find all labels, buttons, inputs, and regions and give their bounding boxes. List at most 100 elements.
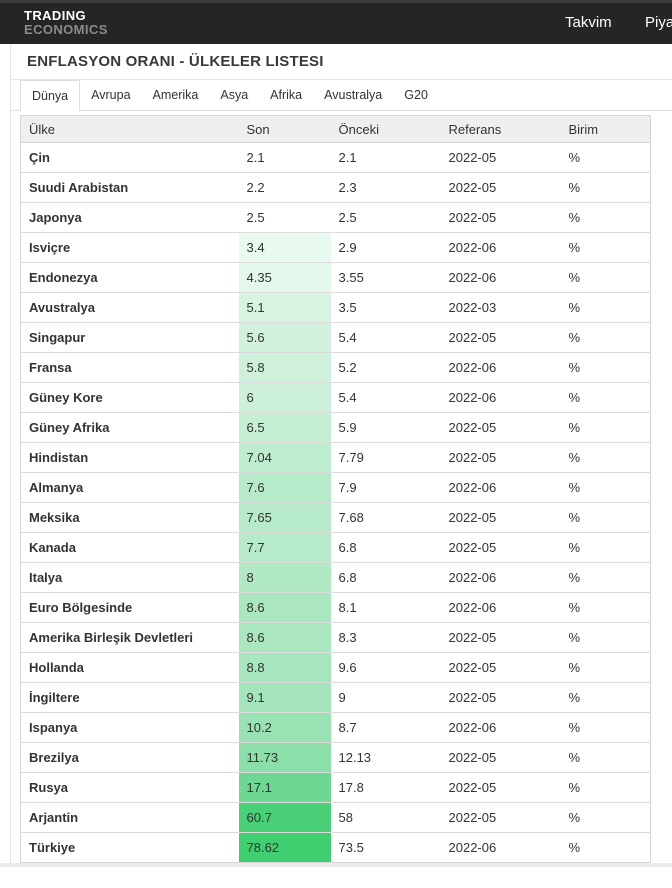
country-link[interactable]: Japonya (20, 202, 239, 233)
tab-item[interactable]: Avustralya (324, 88, 383, 102)
table-row: Japonya 2.5 2.5 2022-05 % (20, 202, 651, 233)
country-link[interactable]: Avustralya (20, 292, 239, 323)
tab-item[interactable]: Afrika (270, 88, 303, 102)
onceki-value-cell: 3.55 (330, 262, 441, 293)
country-link[interactable]: Euro Bölgesinde (20, 592, 239, 623)
referans-cell: 2022-05 (440, 622, 561, 653)
birim-cell: % (560, 382, 651, 413)
country-link[interactable]: Rusya (20, 772, 239, 803)
referans-cell: 2022-05 (440, 772, 561, 803)
onceki-value-cell: 8.3 (330, 622, 441, 653)
country-link[interactable]: Hindistan (20, 442, 239, 473)
trading-economics-logo[interactable]: TRADING ECONOMICS (24, 9, 108, 37)
country-link[interactable]: Ispanya (20, 712, 239, 743)
son-value-cell: 2.1 (238, 142, 331, 173)
title-block: ENFLASYON ORANI - ÜLKELER LISTESI (11, 44, 672, 80)
son-value-cell: 10.2 (238, 712, 331, 743)
referans-cell: 2022-05 (440, 142, 561, 173)
son-value-cell: 3.4 (238, 232, 331, 263)
birim-cell: % (560, 652, 651, 683)
birim-cell: % (560, 292, 651, 323)
onceki-value-cell: 73.5 (330, 832, 441, 863)
son-value-cell: 8.6 (238, 622, 331, 653)
tab-item[interactable]: Dünya (20, 80, 81, 111)
country-link[interactable]: Isviçre (20, 232, 239, 263)
tab-item[interactable]: G20 (404, 88, 428, 102)
table-row: Amerika Birleşik Devletleri 8.6 8.3 2022… (20, 622, 651, 653)
onceki-value-cell: 58 (330, 802, 441, 833)
country-link[interactable]: Fransa (20, 352, 239, 383)
son-value-cell: 8.6 (238, 592, 331, 623)
inflation-table: Ülke Son Önceki Referans Birim Çin 2.1 2… (20, 115, 651, 863)
table-row: Hollanda 8.8 9.6 2022-05 % (20, 652, 651, 683)
table-row: Arjantin 60.7 58 2022-05 % (20, 802, 651, 833)
onceki-value-cell: 2.9 (330, 232, 441, 263)
son-value-cell: 9.1 (238, 682, 331, 713)
table-row: Avustralya 5.1 3.5 2022-03 % (20, 292, 651, 323)
birim-cell: % (560, 772, 651, 803)
tab-item[interactable]: Asya (220, 88, 249, 102)
tab-item[interactable]: Amerika (152, 88, 199, 102)
onceki-value-cell: 8.7 (330, 712, 441, 743)
birim-cell: % (560, 232, 651, 263)
table-header-row: Ülke Son Önceki Referans Birim (20, 115, 651, 143)
column-header-birim: Birim (560, 115, 651, 143)
birim-cell: % (560, 262, 651, 293)
country-link[interactable]: Türkiye (20, 832, 239, 863)
country-link[interactable]: Brezilya (20, 742, 239, 773)
country-link[interactable]: Güney Afrika (20, 412, 239, 443)
son-value-cell: 5.6 (238, 322, 331, 353)
country-link[interactable]: Singapur (20, 322, 239, 353)
son-value-cell: 7.04 (238, 442, 331, 473)
onceki-value-cell: 12.13 (330, 742, 441, 773)
table-row: Isviçre 3.4 2.9 2022-06 % (20, 232, 651, 263)
country-link[interactable]: Kanada (20, 532, 239, 563)
referans-cell: 2022-06 (440, 712, 561, 743)
table-row: Meksika 7.65 7.68 2022-05 % (20, 502, 651, 533)
referans-cell: 2022-05 (440, 502, 561, 533)
country-link[interactable]: Meksika (20, 502, 239, 533)
son-value-cell: 17.1 (238, 772, 331, 803)
referans-cell: 2022-06 (440, 352, 561, 383)
referans-cell: 2022-03 (440, 292, 561, 323)
tab-item[interactable]: Avrupa (91, 88, 131, 102)
country-link[interactable]: Arjantin (20, 802, 239, 833)
referans-cell: 2022-05 (440, 172, 561, 203)
referans-cell: 2022-06 (440, 472, 561, 503)
onceki-value-cell: 9.6 (330, 652, 441, 683)
country-link[interactable]: Italya (20, 562, 239, 593)
country-link[interactable]: Almanya (20, 472, 239, 503)
country-link[interactable]: Amerika Birleşik Devletleri (20, 622, 239, 653)
birim-cell: % (560, 172, 651, 203)
onceki-value-cell: 9 (330, 682, 441, 713)
country-link[interactable]: Suudi Arabistan (20, 172, 239, 203)
table-row: İngiltere 9.1 9 2022-05 % (20, 682, 651, 713)
son-value-cell: 2.2 (238, 172, 331, 203)
table-row: Güney Afrika 6.5 5.9 2022-05 % (20, 412, 651, 443)
son-value-cell: 8.8 (238, 652, 331, 683)
birim-cell: % (560, 562, 651, 593)
son-value-cell: 11.73 (238, 742, 331, 773)
birim-cell: % (560, 202, 651, 233)
nav-item-takvim[interactable]: Takvim (565, 14, 612, 31)
country-link[interactable]: Hollanda (20, 652, 239, 683)
table-row: Hindistan 7.04 7.79 2022-05 % (20, 442, 651, 473)
country-link[interactable]: Güney Kore (20, 382, 239, 413)
nav-item-piyasalar[interactable]: Piyasalar (645, 14, 672, 31)
onceki-value-cell: 7.9 (330, 472, 441, 503)
table-row: Kanada 7.7 6.8 2022-05 % (20, 532, 651, 563)
table-row: Ispanya 10.2 8.7 2022-06 % (20, 712, 651, 743)
country-link[interactable]: Çin (20, 142, 239, 173)
son-value-cell: 78.62 (238, 832, 331, 863)
country-link[interactable]: İngiltere (20, 682, 239, 713)
table-row: Türkiye 78.62 73.5 2022-06 % (20, 832, 651, 863)
referans-cell: 2022-06 (440, 592, 561, 623)
birim-cell: % (560, 412, 651, 443)
country-link[interactable]: Endonezya (20, 262, 239, 293)
onceki-value-cell: 6.8 (330, 562, 441, 593)
column-header-referans: Referans (440, 115, 561, 143)
top-strip (0, 0, 672, 3)
referans-cell: 2022-05 (440, 532, 561, 563)
onceki-value-cell: 2.3 (330, 172, 441, 203)
column-header-onceki: Önceki (330, 115, 441, 143)
